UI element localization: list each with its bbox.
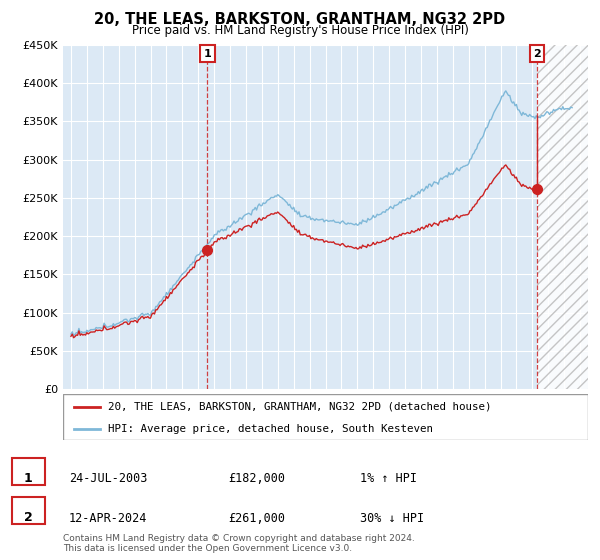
Text: 20, THE LEAS, BARKSTON, GRANTHAM, NG32 2PD: 20, THE LEAS, BARKSTON, GRANTHAM, NG32 2… (94, 12, 506, 27)
Text: Contains HM Land Registry data © Crown copyright and database right 2024.
This d: Contains HM Land Registry data © Crown c… (63, 534, 415, 553)
Text: 2: 2 (24, 511, 32, 524)
Text: £182,000: £182,000 (228, 472, 285, 486)
FancyBboxPatch shape (63, 394, 588, 440)
Text: 1% ↑ HPI: 1% ↑ HPI (360, 472, 417, 486)
Text: 12-APR-2024: 12-APR-2024 (69, 511, 148, 525)
Text: £261,000: £261,000 (228, 511, 285, 525)
Text: 20, THE LEAS, BARKSTON, GRANTHAM, NG32 2PD (detached house): 20, THE LEAS, BARKSTON, GRANTHAM, NG32 2… (107, 402, 491, 412)
Text: HPI: Average price, detached house, South Kesteven: HPI: Average price, detached house, Sout… (107, 424, 433, 435)
Text: 1: 1 (203, 49, 211, 59)
Bar (537, 45, 588, 389)
Text: 30% ↓ HPI: 30% ↓ HPI (360, 511, 424, 525)
Text: 2: 2 (533, 49, 541, 59)
Text: Price paid vs. HM Land Registry's House Price Index (HPI): Price paid vs. HM Land Registry's House … (131, 24, 469, 36)
Text: 24-JUL-2003: 24-JUL-2003 (69, 472, 148, 486)
Text: 1: 1 (24, 472, 32, 485)
